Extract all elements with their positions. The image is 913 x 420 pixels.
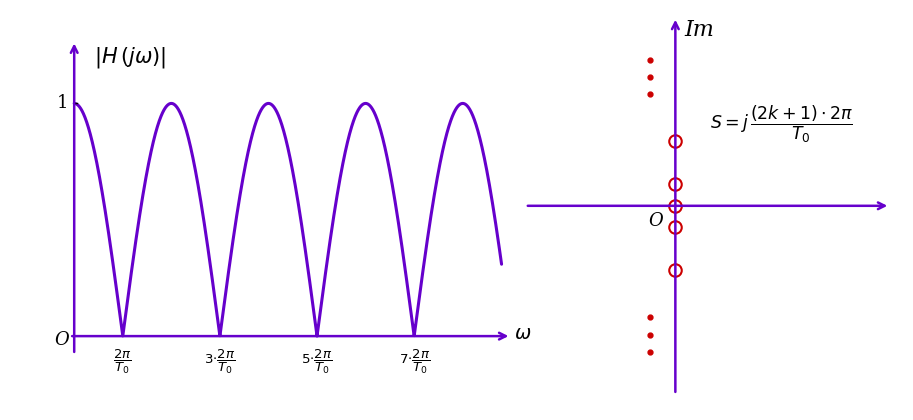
Text: $S = j\,\dfrac{(2k+1)\cdot 2\pi}{T_0}$: $S = j\,\dfrac{(2k+1)\cdot 2\pi}{T_0}$ [709, 103, 853, 145]
Text: $3{\cdot}\dfrac{2\pi}{T_0}$: $3{\cdot}\dfrac{2\pi}{T_0}$ [205, 348, 236, 376]
Text: $5{\cdot}\dfrac{2\pi}{T_0}$: $5{\cdot}\dfrac{2\pi}{T_0}$ [301, 348, 332, 376]
Text: $\omega$: $\omega$ [514, 325, 531, 343]
Text: $\dfrac{2\pi}{T_0}$: $\dfrac{2\pi}{T_0}$ [113, 348, 132, 376]
Text: $7{\cdot}\dfrac{2\pi}{T_0}$: $7{\cdot}\dfrac{2\pi}{T_0}$ [399, 348, 430, 376]
Text: 1: 1 [57, 94, 68, 113]
Text: Im: Im [684, 19, 714, 41]
Text: O: O [648, 212, 664, 230]
Text: O: O [55, 331, 69, 349]
Text: $|H\,(j\omega)|$: $|H\,(j\omega)|$ [94, 45, 165, 70]
